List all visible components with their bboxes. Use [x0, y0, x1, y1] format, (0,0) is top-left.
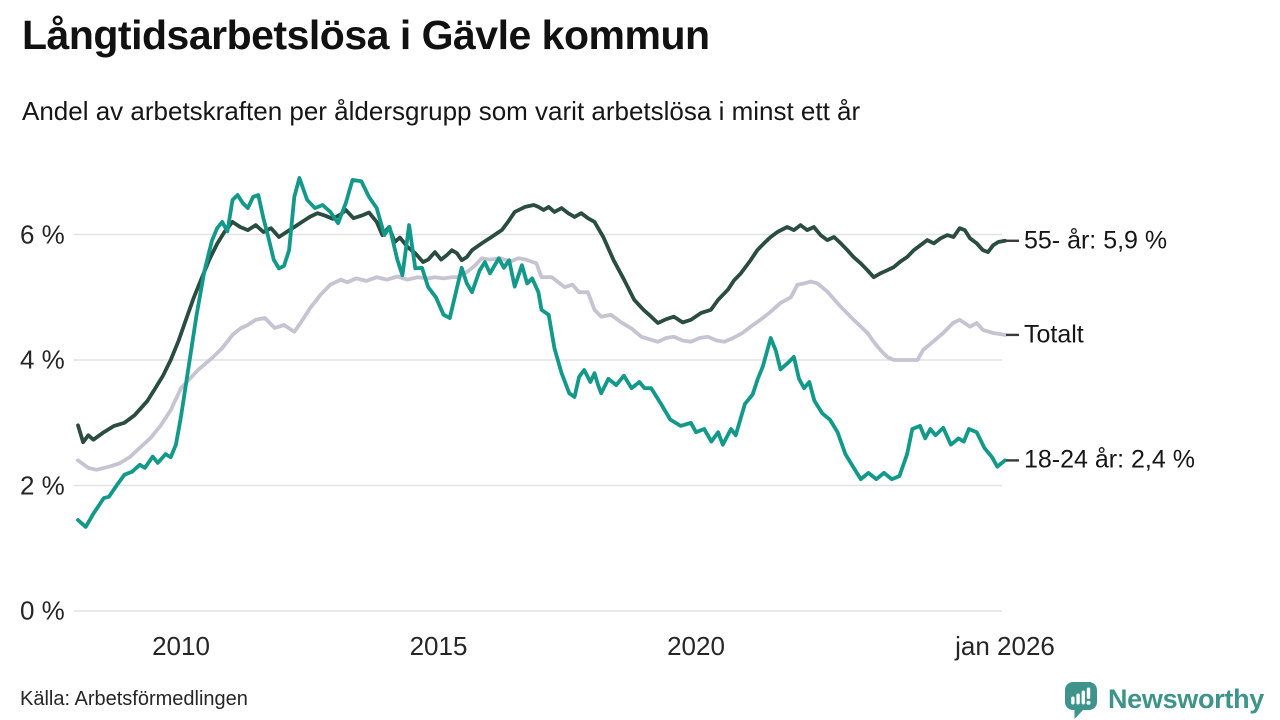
x-axis-tick-label: 2010: [152, 631, 210, 661]
brand-name: Newsworthy: [1107, 683, 1264, 714]
y-axis-tick-label: 4 %: [20, 344, 65, 375]
x-axis-tick-label: 2020: [667, 631, 725, 661]
series-label-55-år: 55- år: 5,9 %: [1024, 226, 1168, 255]
series-line-Totalt: [76, 256, 1007, 472]
page-title: Långtidsarbetslösa i Gävle kommun: [22, 12, 710, 58]
x-axis-tick-label: jan 2026: [955, 631, 1055, 661]
series-label-18-24år: 18-24 år: 2,4 %: [1024, 445, 1195, 474]
x-axis-tick-label: 2015: [409, 631, 468, 661]
speech-bubble-bar-chart-icon: [1064, 681, 1097, 719]
y-axis-tick-label: 6 %: [20, 219, 65, 249]
page-subtitle: Andel av arbetskraften per åldersgrupp s…: [22, 96, 861, 126]
newsworthy-logo: Newsworthy: [1062, 678, 1264, 720]
series-label-Totalt: Totalt: [1024, 320, 1084, 349]
y-axis-tick-label: 0 %: [20, 595, 65, 626]
series-line-55-år: [76, 203, 1007, 445]
y-axis-tick-label: 2 %: [20, 470, 65, 500]
source-attribution: Källa: Arbetsförmedlingen: [20, 688, 248, 710]
series-line-18-24år: [76, 176, 1007, 529]
